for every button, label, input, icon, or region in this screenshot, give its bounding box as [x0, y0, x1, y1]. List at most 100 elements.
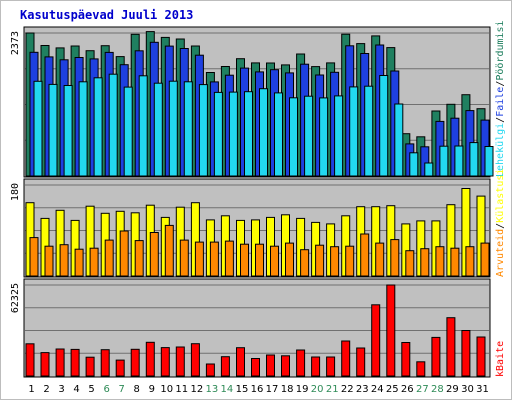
bar-Arvuteid-day-6	[104, 239, 114, 277]
bar-Arvuteid-day-28	[435, 246, 445, 277]
x-tick-label-day-21: 21	[326, 384, 339, 395]
bar-kBaite-day-25	[386, 284, 396, 377]
bar-kBaite-day-31	[476, 336, 486, 377]
bar-Arvuteid-day-2	[44, 245, 54, 277]
bar-Lehekülgi-day-24	[379, 75, 389, 177]
bar-Arvuteid-day-20	[315, 244, 325, 277]
x-tick-label-day-22: 22	[341, 384, 354, 395]
legend-entry-Pöördumisi: Pöördumisi	[495, 20, 506, 80]
y-axis-max-label-middle: 180	[10, 183, 21, 201]
bar-Lehekülgi-day-23	[364, 85, 374, 177]
bar-Lehekülgi-day-27	[424, 162, 434, 177]
bar-kBaite-day-14	[220, 356, 230, 377]
y-axis-max-label-bottom: 62325	[10, 283, 21, 313]
bar-kBaite-day-16	[251, 358, 260, 377]
bar-kBaite-day-26	[401, 342, 411, 377]
bar-Lehekülgi-day-21	[334, 95, 344, 177]
bar-Arvuteid-day-16	[255, 243, 264, 277]
bar-Lehekülgi-day-17	[274, 92, 283, 177]
bar-kBaite-day-12	[190, 343, 200, 377]
x-tick-label-day-28: 28	[431, 384, 444, 395]
bar-Arvuteid-day-5	[89, 247, 99, 277]
legend-top: Lehekülgi/Faile/Pöördumisi	[495, 20, 506, 177]
bar-Lehekülgi-day-29	[454, 145, 464, 177]
x-tick-label-day-30: 30	[461, 384, 474, 395]
legend-entry-kBaite: kBaite	[495, 341, 506, 377]
bar-Arvuteid-day-1	[29, 237, 39, 277]
bar-kBaite-day-11	[175, 346, 185, 377]
bar-Lehekülgi-day-3	[63, 85, 73, 177]
bar-Lehekülgi-day-12	[198, 84, 208, 177]
x-tick-label-day-6: 6	[104, 384, 110, 395]
bar-Arvuteid-day-9	[149, 232, 159, 277]
bar-Lehekülgi-day-30	[469, 142, 479, 177]
bar-kBaite-day-17	[266, 354, 275, 377]
bar-kBaite-day-7	[115, 359, 125, 377]
bar-Lehekülgi-day-22	[349, 86, 359, 177]
bar-Lehekülgi-day-13	[213, 91, 223, 177]
legend-separator: /	[495, 81, 506, 87]
legend-entry-Lehekülgi: Lehekülgi	[495, 123, 506, 177]
bar-Lehekülgi-day-26	[409, 152, 419, 177]
bar-Arvuteid-day-12	[194, 241, 204, 277]
bar-Lehekülgi-day-7	[123, 86, 133, 177]
bar-kBaite-day-19	[296, 349, 306, 377]
bar-kBaite-day-9	[145, 341, 155, 377]
bar-Lehekülgi-day-20	[319, 97, 329, 177]
x-tick-label-day-3: 3	[58, 384, 64, 395]
bar-Arvuteid-day-27	[420, 248, 430, 277]
bar-Arvuteid-day-11	[179, 239, 189, 277]
legend-separator: /	[495, 223, 506, 229]
x-tick-label-day-20: 20	[311, 384, 324, 395]
legend-entry-Arvuteid: Arvuteid	[495, 229, 506, 277]
bar-kBaite-day-8	[130, 348, 140, 377]
legend-entry-Faile: Faile	[495, 87, 506, 117]
x-tick-label-day-12: 12	[191, 384, 204, 395]
legend-middle: Arvuteid/Külastusi	[495, 169, 506, 277]
x-tick-label-day-4: 4	[73, 384, 79, 395]
x-tick-label-day-26: 26	[401, 384, 414, 395]
bar-Arvuteid-day-7	[119, 230, 129, 277]
bar-kBaite-day-13	[205, 363, 215, 377]
bar-kBaite-day-29	[446, 317, 456, 377]
bar-Lehekülgi-day-2	[48, 83, 58, 177]
bar-kBaite-day-10	[160, 347, 170, 377]
bar-Lehekülgi-day-11	[183, 81, 193, 177]
bar-kBaite-day-23	[356, 347, 366, 377]
bar-Arvuteid-day-4	[74, 248, 84, 277]
bar-Arvuteid-day-29	[450, 247, 460, 277]
bar-Arvuteid-day-24	[375, 242, 385, 277]
x-tick-label-day-29: 29	[446, 384, 459, 395]
y-axis-max-label-top: 2373	[10, 31, 21, 55]
x-tick-label-day-9: 9	[149, 384, 155, 395]
bar-Lehekülgi-day-28	[439, 145, 449, 177]
x-tick-label-day-18: 18	[281, 384, 294, 395]
bar-Lehekülgi-day-8	[138, 75, 148, 177]
bar-kBaite-day-28	[431, 336, 441, 377]
bar-Arvuteid-day-22	[345, 245, 355, 277]
bar-Lehekülgi-day-18	[289, 97, 298, 177]
x-tick-label-day-23: 23	[356, 384, 369, 395]
x-tick-label-day-31: 31	[476, 384, 489, 395]
x-tick-label-day-24: 24	[371, 384, 384, 395]
bar-Arvuteid-day-26	[405, 250, 415, 277]
x-tick-label-day-8: 8	[134, 384, 140, 395]
bar-Lehekülgi-day-31	[484, 146, 494, 177]
bar-kBaite-day-15	[236, 347, 245, 377]
x-tick-label-day-2: 2	[43, 384, 49, 395]
bar-Lehekülgi-day-14	[228, 91, 238, 177]
bar-kBaite-day-20	[311, 356, 321, 377]
x-tick-label-day-7: 7	[119, 384, 125, 395]
bar-kBaite-day-22	[341, 340, 351, 377]
x-tick-label-day-16: 16	[251, 384, 264, 395]
bar-Lehekülgi-day-15	[244, 91, 253, 177]
bar-kBaite-day-24	[371, 304, 381, 377]
bar-Lehekülgi-day-25	[394, 103, 404, 177]
x-tick-label-day-13: 13	[206, 384, 219, 395]
bar-Arvuteid-day-15	[240, 243, 249, 277]
x-tick-label-day-25: 25	[386, 384, 399, 395]
bar-kBaite-day-27	[416, 361, 426, 377]
bar-kBaite-day-18	[281, 355, 290, 377]
legend-entry-Külastusi: Külastusi	[495, 169, 506, 223]
bar-kBaite-day-3	[55, 348, 65, 377]
